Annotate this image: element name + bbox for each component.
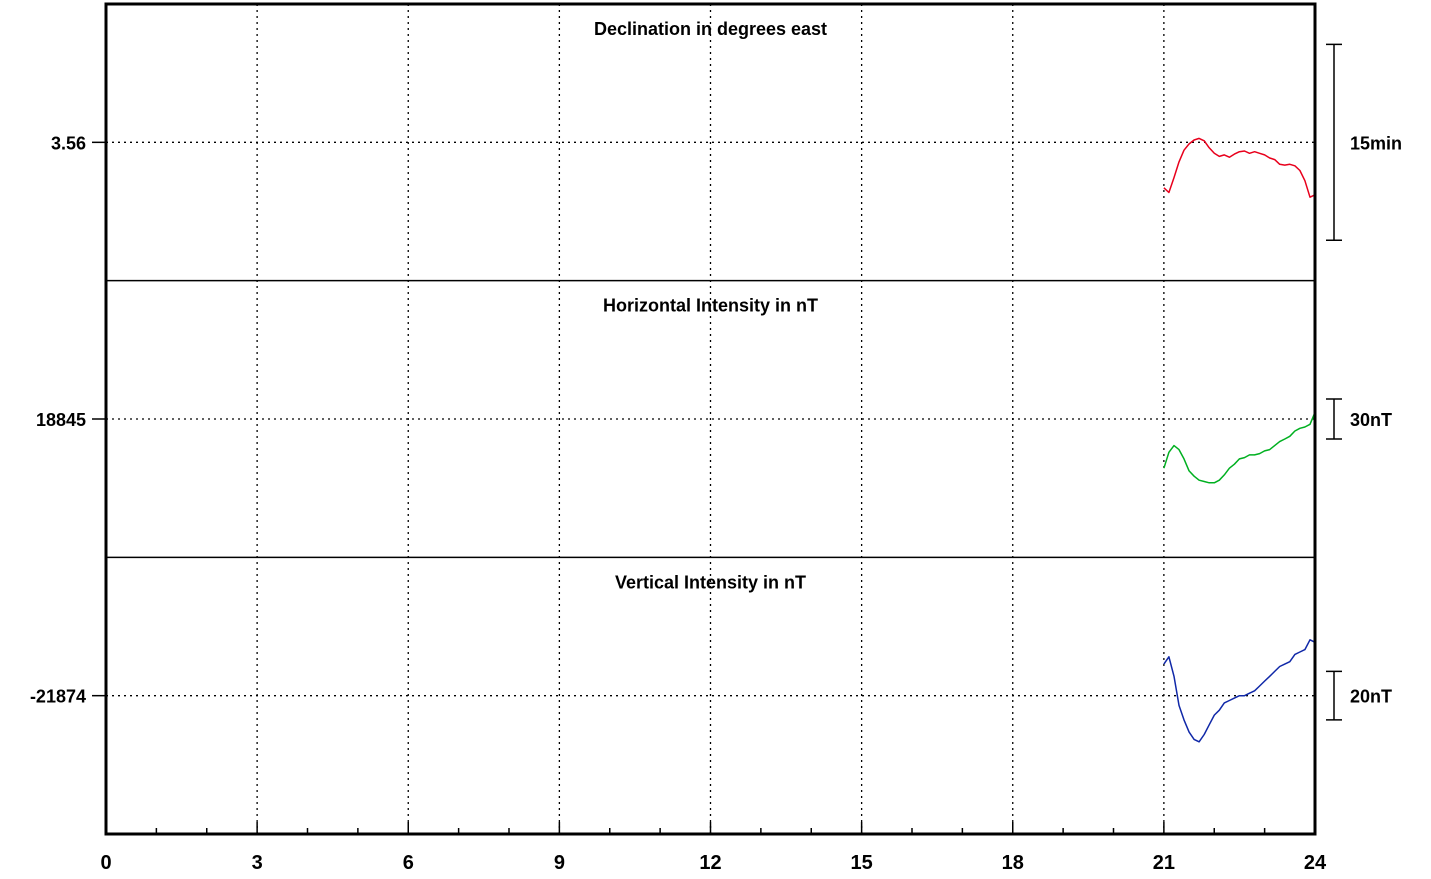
grid-layer (106, 4, 1315, 834)
panel-1-series-line (1163, 137, 1316, 198)
label-layer: 3.56 Declination in degrees east 15min 1884… (30, 19, 1402, 874)
panel-2-series-line (1163, 412, 1316, 484)
series-layer (1163, 137, 1316, 743)
panel-2-title: Horizontal Intensity in nT (603, 296, 818, 316)
x-tick-label-6: 6 (403, 852, 414, 874)
panel-2-ref-label: 18845 (36, 410, 86, 430)
frame-layer (92, 2, 1342, 836)
x-tick-label-9: 9 (554, 852, 565, 874)
panel-1-scale-label: 15min (1350, 133, 1402, 153)
x-tick-label-0: 0 (100, 852, 111, 874)
panel-3-series-line (1163, 639, 1316, 743)
panel-1-title: Declination in degrees east (594, 19, 827, 39)
panel-1-scale-bar (1326, 43, 1342, 242)
panel-3-ref-label: -21874 (30, 687, 86, 707)
x-tick-label-18: 18 (1002, 852, 1024, 874)
panel-1-ref-label: 3.56 (51, 133, 86, 153)
x-tick-label-3: 3 (252, 852, 263, 874)
panel-3-title: Vertical Intensity in nT (615, 572, 806, 592)
panel-3-scale-bar (1326, 670, 1342, 721)
x-tick-label-15: 15 (851, 852, 873, 874)
x-tick-label-12: 12 (699, 852, 721, 874)
panel-3-scale-label: 20nT (1350, 687, 1392, 707)
panel-2-scale-label: 30nT (1350, 410, 1392, 430)
x-tick-label-24: 24 (1304, 852, 1327, 874)
x-tick-label-21: 21 (1153, 852, 1175, 874)
panel-2-scale-bar (1326, 398, 1342, 440)
